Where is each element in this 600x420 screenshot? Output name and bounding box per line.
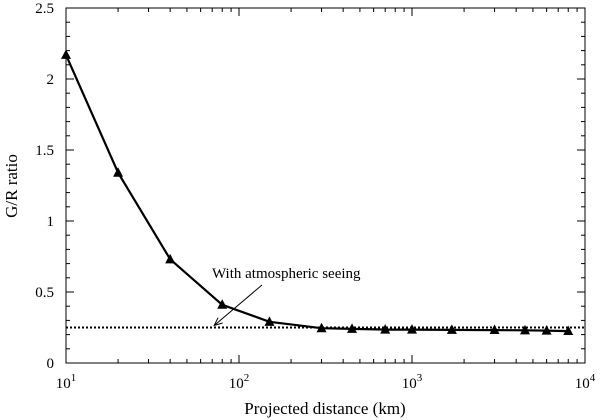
- ticks: [65, 7, 586, 364]
- data-point: [61, 49, 71, 59]
- data-point: [113, 167, 124, 177]
- x-tick-label: 101: [56, 372, 77, 392]
- x-tick-label: 104: [575, 372, 596, 392]
- annotation-arrowhead: [213, 317, 223, 327]
- annotation-arrow: [213, 284, 263, 326]
- y-axis-title: G/R ratio: [2, 154, 21, 218]
- data-point: [347, 323, 358, 333]
- y-tick-label: 0.5: [35, 285, 54, 301]
- data-point: [489, 324, 500, 335]
- data-point: [217, 299, 228, 309]
- x-tick-label: 103: [402, 372, 423, 392]
- y-tick-label: 1: [47, 214, 55, 230]
- data-point: [165, 253, 176, 264]
- annotation-text: With atmospheric seeing: [212, 266, 361, 282]
- data-point: [316, 322, 327, 333]
- x-tick-label: 102: [229, 372, 250, 392]
- annotation-layer: With atmospheric seeing: [212, 266, 361, 327]
- y-tick-label: 1.5: [35, 143, 54, 159]
- y-tick-label: 2.5: [35, 1, 54, 17]
- data-point: [563, 325, 574, 336]
- plot-frame: [65, 7, 586, 364]
- x-axis-title: Projected distance (km): [244, 399, 405, 418]
- data-point: [446, 324, 457, 334]
- data-point: [407, 324, 417, 334]
- data-point: [264, 316, 275, 326]
- data-point: [541, 325, 552, 335]
- y-tick-label: 0: [47, 356, 55, 372]
- tick-labels: 101 102 103 104 0 0.5 1 1.5 2 2.5: [35, 1, 596, 392]
- data-point: [380, 324, 391, 334]
- series-line: [64, 54, 569, 333]
- series-layer: [61, 49, 585, 336]
- y-tick-label: 2: [47, 72, 55, 88]
- data-point: [520, 324, 531, 335]
